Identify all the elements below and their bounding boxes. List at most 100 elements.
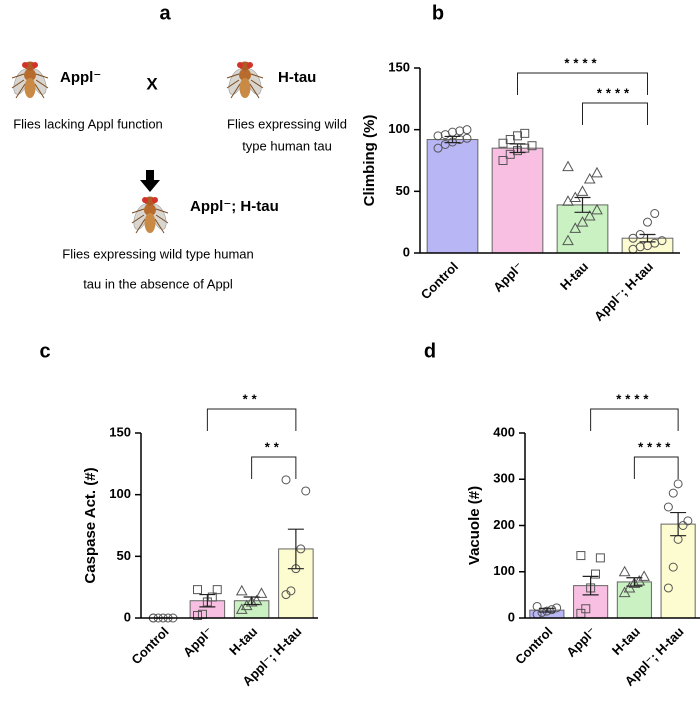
data-point <box>628 577 641 588</box>
description: tau in the absence of Appl <box>83 276 233 291</box>
genotype: Appl⁻; H-tau <box>190 198 279 215</box>
data-point <box>235 584 248 596</box>
data-point <box>618 565 631 577</box>
data-point <box>527 141 537 151</box>
y-tick-label: 0 <box>124 609 131 624</box>
data-point <box>193 611 203 621</box>
data-point <box>455 135 465 145</box>
error-bar <box>287 528 304 570</box>
panel-label: a <box>159 2 171 24</box>
y-axis-label: Caspase Act. (#) <box>82 467 99 583</box>
data-point <box>576 551 586 561</box>
data-point <box>591 166 603 178</box>
panel-label: c <box>39 340 50 362</box>
fly-icon <box>130 196 170 234</box>
y-axis-label: Climbing (%) <box>361 115 378 207</box>
data-point <box>462 125 472 135</box>
data-point <box>583 209 596 221</box>
significance-bracket <box>582 102 648 125</box>
description: Flies expressing wild <box>227 116 347 131</box>
y-tick-label: 200 <box>493 517 515 532</box>
y-tick-label: 0 <box>508 609 515 624</box>
bar <box>660 523 696 619</box>
error-bar <box>444 135 461 144</box>
description: Flies expressing wild type human <box>62 246 253 261</box>
x-tick-label: Appl⁻ <box>563 624 599 660</box>
y-tick-label: 400 <box>493 424 515 439</box>
bar <box>491 147 544 254</box>
significance-label: **** <box>638 439 674 454</box>
data-point <box>498 156 508 165</box>
y-tick-label: 100 <box>388 121 410 136</box>
data-point <box>643 217 652 227</box>
data-point <box>296 544 306 554</box>
y-tick-label: 50 <box>117 548 131 563</box>
data-point <box>628 233 638 243</box>
error-bar <box>243 596 260 606</box>
bar <box>426 139 479 254</box>
data-point <box>562 160 574 172</box>
data-point <box>678 521 688 530</box>
genotype: Appl⁻ <box>60 69 101 86</box>
data-point <box>635 242 645 252</box>
x-tick-label: Appl⁻ <box>490 259 526 295</box>
data-point <box>513 131 522 141</box>
x-tick-label: Control <box>418 259 461 302</box>
error-bar <box>509 143 526 154</box>
significance-bracket <box>590 408 679 431</box>
significance-label: **** <box>564 55 600 70</box>
genotype: H-tau <box>278 69 316 86</box>
y-tick-label: 100 <box>493 563 515 578</box>
data-point <box>576 216 589 227</box>
y-tick-label: 100 <box>109 486 131 501</box>
data-point <box>591 203 603 215</box>
data-point <box>286 586 296 596</box>
data-point <box>650 209 660 219</box>
data-point <box>193 585 203 595</box>
y-tick-label: 150 <box>388 59 410 74</box>
error-bar <box>626 577 643 587</box>
panel-label: d <box>424 340 436 362</box>
data-point <box>235 603 248 614</box>
data-point <box>455 126 465 136</box>
data-point <box>638 570 650 581</box>
error-bar <box>670 511 687 537</box>
error-bar <box>574 196 591 213</box>
data-point <box>591 569 600 579</box>
data-point <box>462 133 472 143</box>
data-point <box>207 592 217 602</box>
description: Flies lacking Appl function <box>13 116 163 131</box>
data-point <box>569 222 582 233</box>
fly-icon <box>10 61 50 99</box>
data-point <box>542 606 552 616</box>
y-tick-label: 50 <box>396 183 410 198</box>
data-point <box>301 486 311 496</box>
description: type human tau <box>242 138 332 153</box>
data-point <box>595 553 605 563</box>
data-point <box>562 195 574 206</box>
y-axis-label: Vacuole (#) <box>466 486 483 565</box>
x-tick-label: H-tau <box>609 624 643 658</box>
panel-a: a Appl⁻ X H-tau Flies lacking Appl funct… <box>10 2 347 291</box>
data-point <box>581 604 591 614</box>
data-point <box>448 127 457 137</box>
data-point <box>532 601 542 611</box>
significance-label: **** <box>597 85 633 100</box>
data-point <box>663 583 673 593</box>
data-point <box>281 475 291 485</box>
x-tick-label: Control <box>128 624 171 667</box>
data-point <box>576 185 589 196</box>
bar <box>616 581 652 619</box>
error-bar <box>538 607 555 613</box>
data-point <box>673 479 683 489</box>
x-tick-label: H-tau <box>557 259 591 293</box>
data-point <box>683 516 693 526</box>
cross: X <box>146 74 158 93</box>
x-tick-label: Control <box>512 624 555 667</box>
error-bar <box>199 593 216 608</box>
data-point <box>433 131 443 141</box>
significance-label: ** <box>243 391 261 406</box>
y-tick-label: 150 <box>109 424 131 439</box>
data-point <box>583 172 596 184</box>
error-bar <box>639 233 656 243</box>
